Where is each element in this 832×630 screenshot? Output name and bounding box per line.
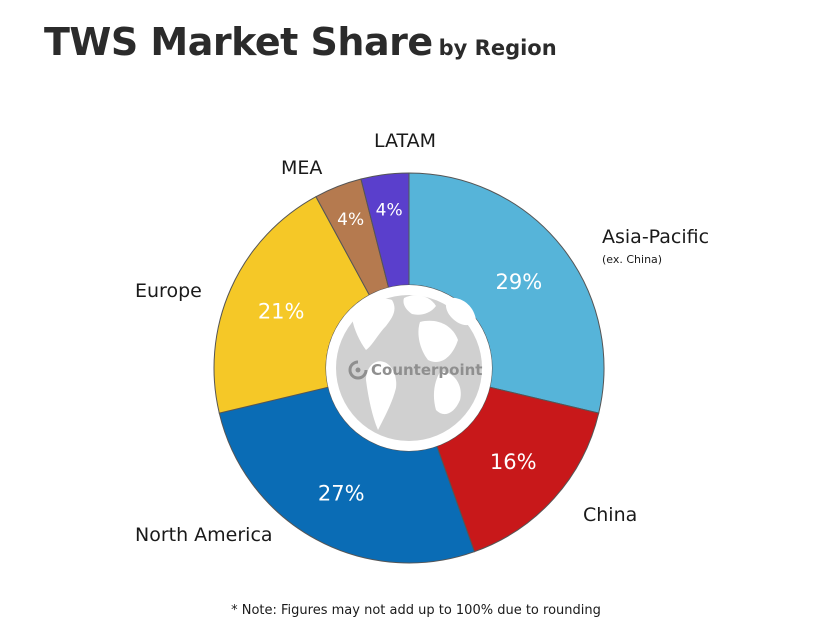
category-label-europe: Europe — [135, 280, 202, 302]
category-label-north-america: North America — [135, 524, 273, 546]
category-sublabel-asia-pacific: (ex. China) — [602, 253, 662, 266]
logo-mark-icon — [348, 360, 368, 380]
category-label-mea: MEA — [281, 157, 322, 179]
donut-chart: Counterpoint 29% 16% 27% 21% 4% 4% Asia-Pacif… — [135, 130, 709, 564]
percent-label-mea: 4% — [337, 210, 364, 230]
category-label-latam: LATAM — [374, 130, 436, 152]
percent-label-asia-pacific: 29% — [495, 270, 542, 294]
percent-label-china: 16% — [490, 450, 537, 474]
counterpoint-logo: Counterpoint — [348, 360, 482, 380]
globe-continents-icon — [352, 295, 476, 430]
center-globe: Counterpoint — [326, 285, 492, 451]
slices-group — [213, 172, 605, 564]
percent-label-latam: 4% — [376, 200, 403, 220]
percent-label-north-america: 27% — [318, 481, 365, 505]
footnote: * Note: Figures may not add up to 100% d… — [231, 603, 601, 618]
chart-subtitle: by Region — [438, 36, 557, 60]
category-label-china: China — [583, 504, 637, 526]
percent-label-europe: 21% — [258, 299, 305, 323]
slice-north-america — [218, 386, 476, 564]
chart-title-block: TWS Market Share by Region — [44, 20, 557, 64]
category-label-asia-pacific: Asia-Pacific — [602, 226, 709, 248]
category-labels: Asia-Pacific (ex. China) China North Americ… — [135, 130, 709, 546]
logo-text: Counterpoint — [371, 361, 482, 379]
percent-labels: 29% 16% 27% 21% 4% 4% — [258, 200, 542, 505]
chart-title: TWS Market Share — [44, 20, 433, 64]
